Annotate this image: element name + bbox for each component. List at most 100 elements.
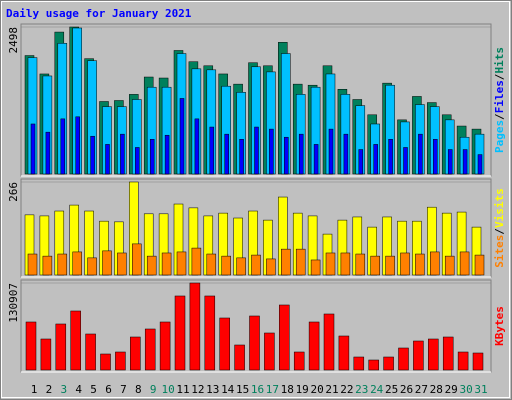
bar	[313, 144, 319, 175]
x-tick-label: 16	[251, 383, 264, 396]
x-tick-label: 2	[46, 383, 53, 396]
bar	[442, 336, 454, 371]
bar	[206, 253, 217, 276]
bar	[462, 149, 468, 175]
x-tick-label: 1	[31, 383, 38, 396]
bar	[249, 315, 260, 371]
x-tick-label: 5	[90, 383, 97, 396]
bar	[428, 338, 439, 371]
bar	[264, 332, 275, 371]
x-tick-label: 30	[459, 383, 472, 396]
bar	[57, 253, 68, 276]
bar	[323, 313, 335, 371]
y-tick-label: 130907	[7, 283, 20, 323]
bar	[353, 356, 365, 371]
bar	[159, 321, 171, 371]
bar	[42, 255, 53, 276]
bar	[135, 147, 140, 175]
bar	[444, 255, 455, 276]
bar	[209, 126, 215, 175]
x-tick-label: 8	[135, 383, 142, 396]
bar	[254, 126, 259, 175]
bar	[146, 255, 157, 276]
bar	[281, 248, 291, 276]
legend-entry: Sites	[493, 235, 506, 268]
bar	[298, 133, 304, 175]
x-tick-label: 4	[75, 383, 82, 396]
x-tick-label: 20	[310, 383, 323, 396]
bar	[115, 351, 126, 371]
bar	[308, 321, 320, 371]
bar	[40, 338, 52, 371]
bar	[343, 133, 349, 175]
legend: KBytes	[493, 306, 506, 346]
bar	[385, 255, 395, 276]
bar	[85, 333, 96, 371]
bar	[418, 133, 423, 175]
x-tick-label: 9	[150, 383, 157, 396]
bar	[90, 135, 95, 175]
bar	[340, 252, 351, 276]
bar	[457, 351, 469, 371]
bar	[100, 353, 111, 371]
bar	[368, 359, 379, 371]
bar	[120, 133, 125, 175]
x-tick-label: 27	[415, 383, 428, 396]
legend-separator: /	[493, 228, 506, 235]
bar	[251, 254, 261, 276]
bar	[328, 128, 334, 175]
bar	[70, 310, 81, 371]
bar	[60, 118, 66, 175]
y-tick-label: 266	[7, 182, 20, 202]
x-tick-label: 7	[120, 383, 127, 396]
x-tick-label: 15	[236, 383, 249, 396]
bar	[358, 149, 364, 175]
bar	[30, 123, 36, 175]
bar	[189, 282, 201, 371]
bar	[388, 139, 393, 175]
bar	[194, 118, 200, 175]
x-tick-label: 11	[176, 383, 189, 396]
bar	[75, 116, 80, 175]
bar	[325, 252, 336, 276]
bar	[403, 147, 408, 175]
x-tick-label: 24	[370, 383, 384, 396]
legend: Pages/Files/Hits	[493, 47, 506, 153]
legend-entry: Pages	[493, 120, 506, 153]
bar	[72, 251, 82, 276]
x-tick-label: 10	[161, 383, 174, 396]
bar	[477, 154, 483, 175]
bar	[176, 251, 187, 276]
bar	[144, 328, 156, 371]
bar	[191, 247, 202, 276]
bar	[179, 98, 185, 175]
bar	[269, 128, 274, 175]
x-tick-label: 29	[445, 383, 458, 396]
x-tick-label: 13	[206, 383, 219, 396]
bar	[398, 347, 409, 371]
bar	[355, 253, 366, 276]
x-tick-label: 22	[340, 383, 353, 396]
x-tick-label: 17	[266, 383, 279, 396]
bar	[174, 295, 186, 371]
bar	[130, 336, 141, 371]
bar	[132, 243, 142, 276]
bar	[474, 254, 485, 276]
legend-entry: Files	[493, 80, 506, 113]
bar	[370, 255, 380, 276]
bar	[164, 134, 170, 175]
legend: Sites/Visits	[493, 188, 506, 268]
x-tick-label: 19	[296, 383, 309, 396]
bar	[25, 321, 37, 371]
legend-entry: Hits	[493, 47, 506, 74]
bar	[87, 257, 97, 276]
legend-separator: /	[493, 74, 506, 81]
bar	[430, 251, 440, 276]
x-tick-label: 3	[60, 383, 67, 396]
bar	[415, 253, 425, 276]
x-tick-label: 18	[281, 383, 294, 396]
bar	[234, 344, 245, 371]
bar	[400, 252, 410, 276]
